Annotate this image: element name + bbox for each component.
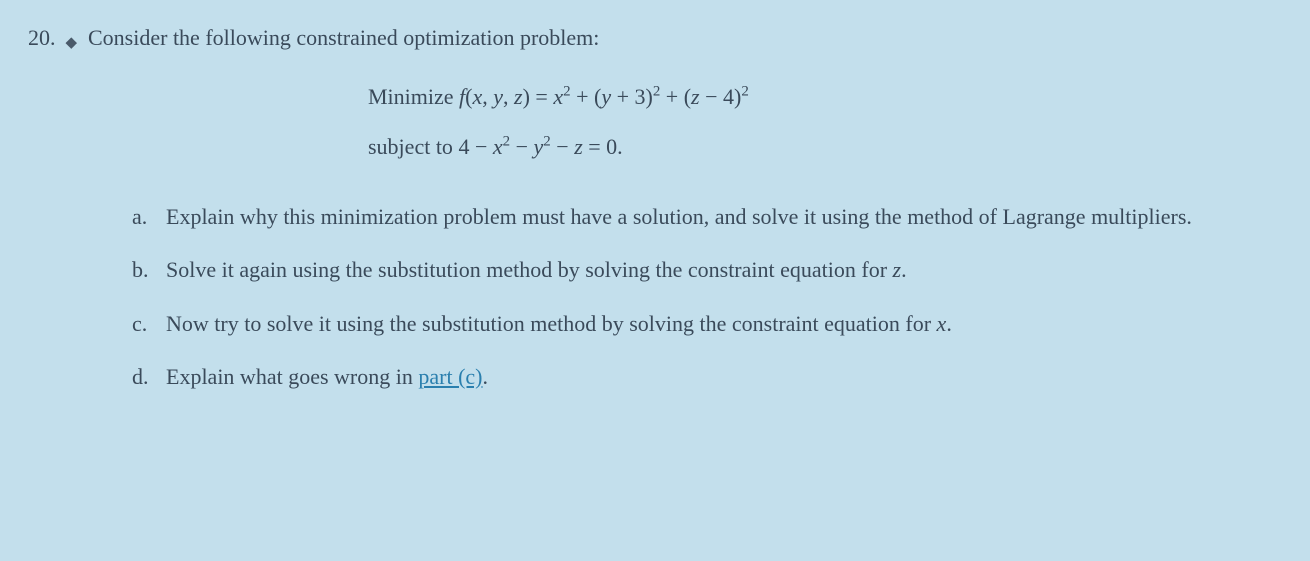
math-prefix-subject-to: subject to: [368, 134, 458, 159]
subpart-c-body: Now try to solve it using the substituti…: [166, 311, 937, 336]
subpart-text-a: Explain why this minimization problem mu…: [166, 199, 1270, 234]
subparts: a. Explain why this minimization problem…: [132, 199, 1270, 394]
subpart-label-c: c.: [132, 306, 166, 341]
subpart-a: a. Explain why this minimization problem…: [132, 199, 1270, 234]
problem-intro: Consider the following constrained optim…: [88, 20, 1270, 55]
diamond-icon: ◆: [66, 31, 78, 55]
math-prefix-minimize: Minimize: [368, 84, 459, 109]
math-block: Minimize f(x, y, z) = x2 + (y + 3)2 + (z…: [368, 75, 1270, 169]
subpart-text-d: Explain what goes wrong in part (c).: [166, 359, 1270, 394]
subpart-b: b. Solve it again using the substitution…: [132, 252, 1270, 287]
subpart-c: c. Now try to solve it using the substit…: [132, 306, 1270, 341]
subpart-b-body: Solve it again using the substitution me…: [166, 257, 893, 282]
math-constraint: subject to 4 − x2 − y2 − z = 0.: [368, 125, 1270, 169]
subpart-d-before: Explain what goes wrong in: [166, 364, 418, 389]
part-c-link[interactable]: part (c): [418, 364, 482, 389]
math-objective: Minimize f(x, y, z) = x2 + (y + 3)2 + (z…: [368, 75, 1270, 119]
subpart-text-b: Solve it again using the substitution me…: [166, 252, 1270, 287]
subpart-text-c: Now try to solve it using the substituti…: [166, 306, 1270, 341]
subpart-d: d. Explain what goes wrong in part (c).: [132, 359, 1270, 394]
problem-number-column: 20. ◆: [28, 20, 88, 55]
subpart-label-a: a.: [132, 199, 166, 234]
problem-number: 20.: [28, 20, 56, 55]
problem-block: 20. ◆ Consider the following constrained…: [28, 20, 1270, 412]
subpart-label-b: b.: [132, 252, 166, 287]
problem-content: Consider the following constrained optim…: [88, 20, 1270, 412]
subpart-label-d: d.: [132, 359, 166, 394]
subpart-d-after: .: [482, 364, 488, 389]
